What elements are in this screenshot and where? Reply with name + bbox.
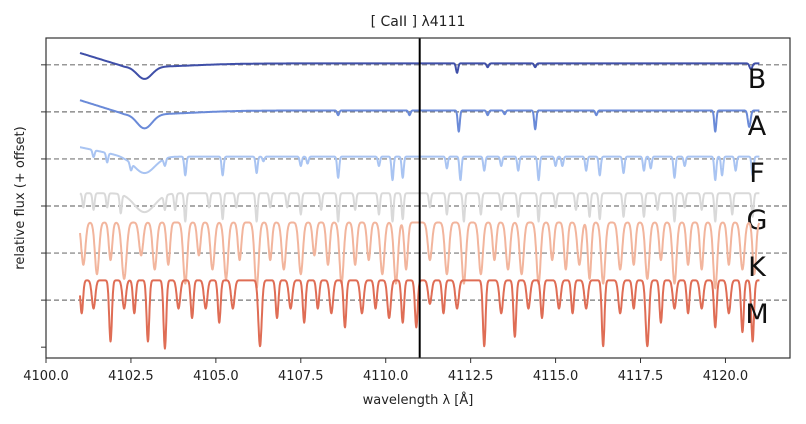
- x-tick-label: 4115.0: [533, 369, 579, 384]
- x-tick-label: 4120.0: [703, 369, 749, 384]
- x-tick-label: 4100.0: [23, 369, 69, 384]
- x-tick-label: 4105.0: [193, 369, 239, 384]
- spectral-type-label-M: M: [745, 299, 768, 330]
- axes-frame: [45, 37, 791, 359]
- spectral-type-label-G: G: [747, 205, 768, 236]
- chart-title: [ CaII ] λ4111: [371, 14, 466, 30]
- spectral-type-label-A: A: [748, 111, 767, 142]
- x-tick-label: 4107.5: [278, 369, 324, 384]
- spectral-type-label-B: B: [748, 64, 767, 95]
- x-tick-label: 4102.5: [108, 369, 154, 384]
- x-tick-label: 4117.5: [618, 369, 664, 384]
- x-tick-label: 4112.5: [448, 369, 494, 384]
- spectral-type-label-F: F: [749, 158, 765, 189]
- x-axis-label: wavelength λ [Å]: [363, 392, 474, 408]
- x-tick-label: 4110.0: [363, 369, 409, 384]
- spectral-type-label-K: K: [748, 252, 767, 283]
- y-axis-label: relative flux (+ offset): [13, 126, 28, 269]
